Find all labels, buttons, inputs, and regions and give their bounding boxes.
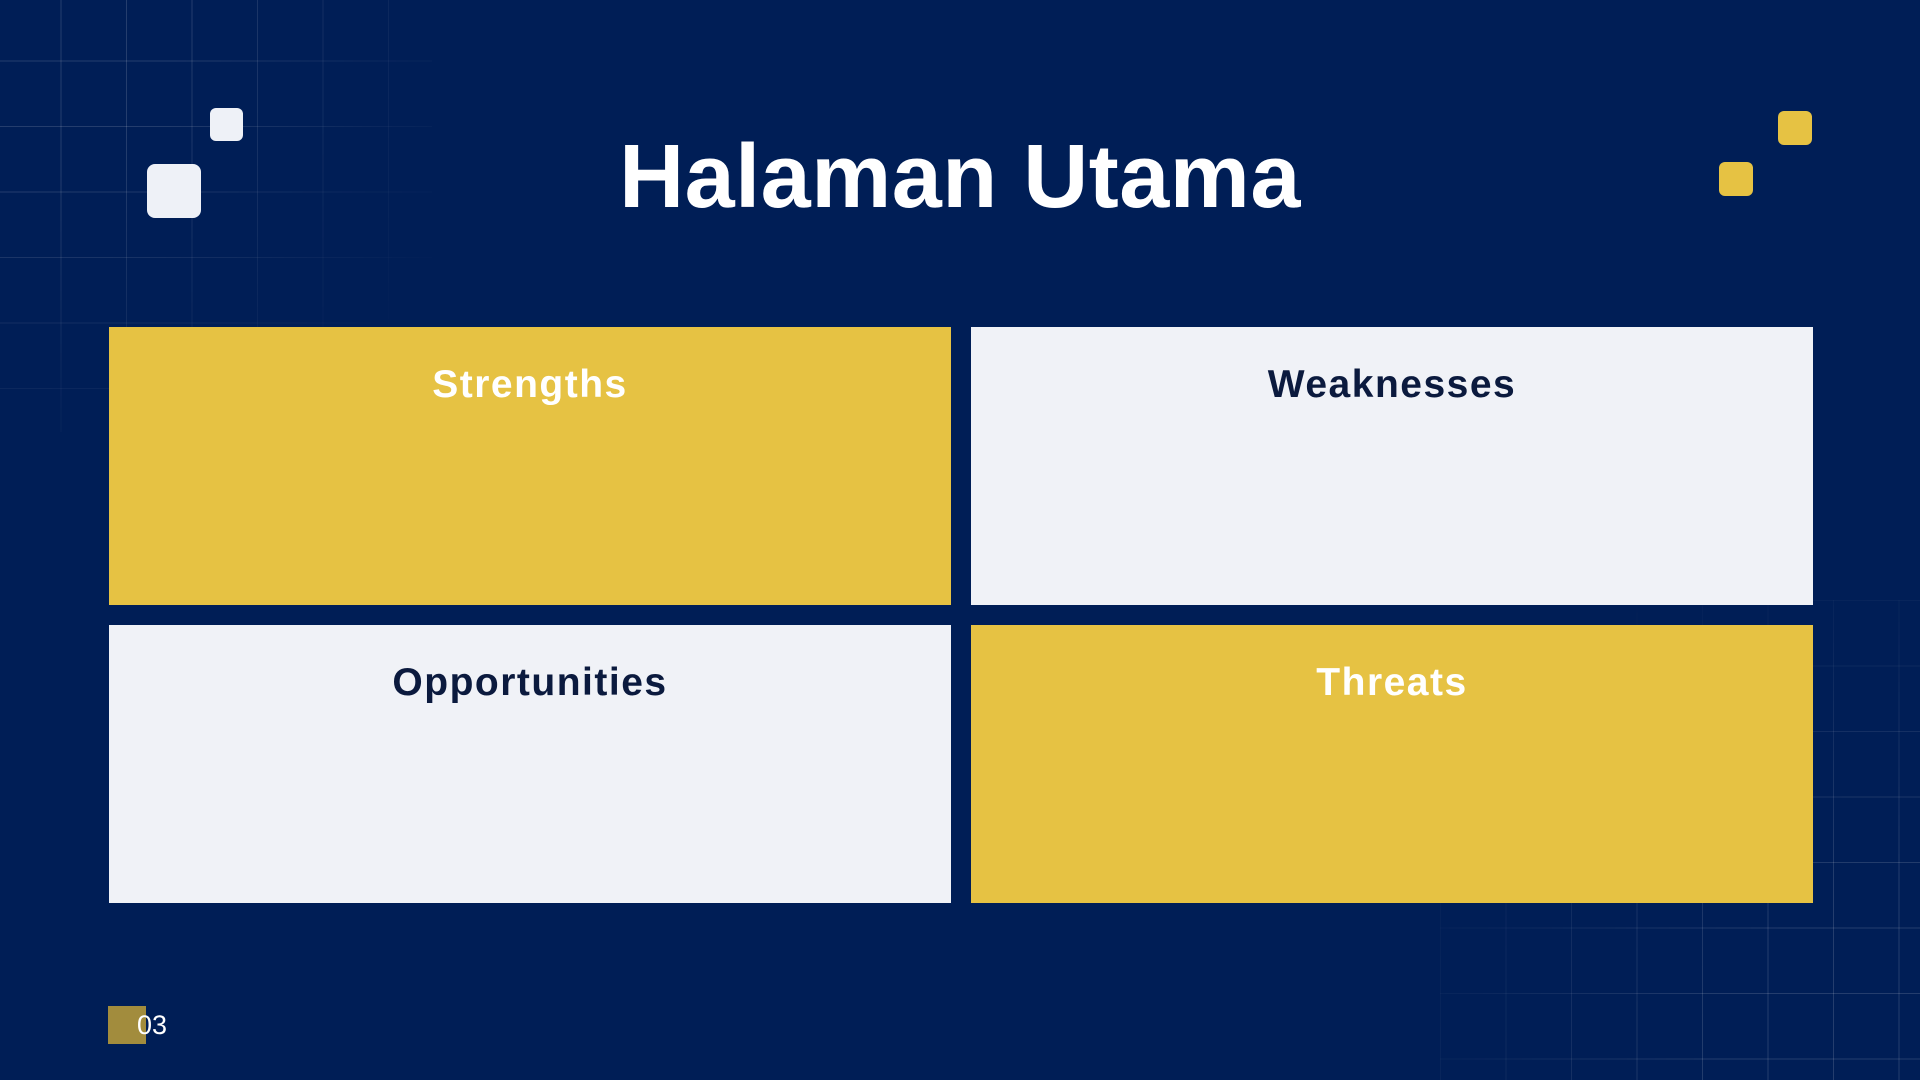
swot-card-label: Weaknesses [1267, 363, 1517, 406]
swot-card-label: Opportunities [392, 661, 668, 704]
decorative-square-yellow-top [1778, 111, 1812, 145]
swot-card-weaknesses[interactable]: Weaknesses [971, 327, 1813, 605]
decorative-square-white-small [210, 108, 243, 141]
swot-card-label: Threats [1316, 661, 1468, 704]
swot-card-strengths[interactable]: Strengths [109, 327, 951, 605]
swot-card-threats[interactable]: Threats [971, 625, 1813, 903]
swot-card-label: Strengths [432, 363, 628, 406]
page-number: 03 [137, 1010, 168, 1040]
decorative-square-white-large [147, 164, 201, 218]
slide-title: Halaman Utama [619, 127, 1301, 227]
page-number-marker [108, 1006, 146, 1044]
swot-card-opportunities[interactable]: Opportunities [109, 625, 951, 903]
decorative-square-yellow-bottom [1719, 162, 1753, 196]
